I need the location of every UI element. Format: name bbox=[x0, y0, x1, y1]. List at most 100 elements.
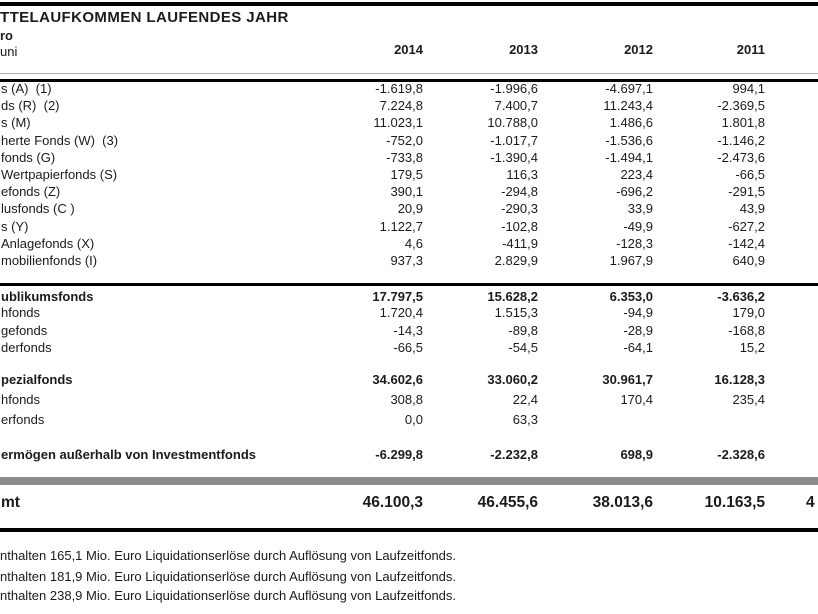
cell-2012: -1.536,6 bbox=[605, 133, 653, 148]
cell-2012: 30.961,7 bbox=[602, 372, 653, 387]
cell-2014: 937,3 bbox=[390, 253, 423, 268]
cell-2011: 994,1 bbox=[732, 81, 765, 96]
cell-2013: 7.400,7 bbox=[494, 98, 538, 113]
section-divider bbox=[0, 283, 818, 286]
table-row: hfonds 1.720,4 1.515,3 -94,9 179,0 bbox=[0, 305, 818, 321]
cell-2014: -66,5 bbox=[393, 340, 423, 355]
cell-2012: 170,4 bbox=[620, 392, 653, 407]
cell-2014: 17.797,5 bbox=[372, 289, 423, 304]
cell-2014: 1.720,4 bbox=[379, 305, 423, 320]
cell-2014: -6.299,8 bbox=[375, 447, 423, 462]
header-divider-thick bbox=[0, 79, 818, 82]
cell-2011: -1.146,2 bbox=[717, 133, 765, 148]
page-title: TTELAUFKOMMEN LAUFENDES JAHR bbox=[0, 9, 289, 26]
footnote-3: nthalten 238,9 Mio. Euro Liquidationserl… bbox=[0, 588, 457, 603]
column-header-2014: 2014 bbox=[394, 42, 423, 57]
cell-2014: 34.602,6 bbox=[372, 372, 423, 387]
row-label: s (A) (1) bbox=[1, 81, 52, 96]
row-label: hfonds bbox=[1, 392, 41, 407]
table-row: herte Fonds (W) (3) -752,0 -1.017,7 -1.5… bbox=[0, 133, 818, 149]
row-label: erfonds bbox=[1, 412, 45, 427]
cell-2011: 235,4 bbox=[732, 392, 765, 407]
cell-2013: -2.232,8 bbox=[490, 447, 538, 462]
cell-2013: 2.829,9 bbox=[494, 253, 538, 268]
table-row: erfonds 0,0 63,3 bbox=[0, 412, 818, 428]
cell-2011: 10.163,5 bbox=[704, 494, 765, 511]
cell-2013: -54,5 bbox=[508, 340, 538, 355]
cell-2013: -1.996,6 bbox=[490, 81, 538, 96]
cell-2012: -49,9 bbox=[623, 219, 653, 234]
cell-2014: 179,5 bbox=[390, 167, 423, 182]
row-label: herte Fonds (W) (3) bbox=[1, 133, 119, 148]
cell-partial-next-year: 4 bbox=[806, 494, 815, 511]
column-header-row: 2014 2013 2012 2011 bbox=[0, 42, 818, 58]
cell-2012: -64,1 bbox=[623, 340, 653, 355]
cell-2013: 15.628,2 bbox=[487, 289, 538, 304]
row-label: ds (R) (2) bbox=[1, 98, 60, 113]
column-header-2012: 2012 bbox=[624, 42, 653, 57]
cell-2011: 640,9 bbox=[732, 253, 765, 268]
cell-2013: 116,3 bbox=[506, 167, 538, 182]
cell-2014: 4,6 bbox=[404, 236, 423, 251]
row-label: mt bbox=[1, 494, 20, 511]
cell-2011: -66,5 bbox=[735, 167, 765, 182]
grand-total-row: mt 46.100,3 46.455,6 38.013,6 10.163,5 4 bbox=[0, 493, 818, 513]
cell-2012: -28,9 bbox=[623, 323, 653, 338]
cell-2012: 223,4 bbox=[620, 167, 653, 182]
cell-2011: -2.369,5 bbox=[717, 98, 765, 113]
cell-2011: 1.801,8 bbox=[721, 115, 765, 130]
row-label: gefonds bbox=[1, 323, 48, 338]
cell-2013: 33.060,2 bbox=[487, 372, 538, 387]
cell-2012: 698,9 bbox=[620, 447, 653, 462]
cell-2012: 33,9 bbox=[627, 201, 653, 216]
cell-2012: -94,9 bbox=[623, 305, 653, 320]
cell-2012: 6.353,0 bbox=[609, 289, 653, 304]
table-row: derfonds -66,5 -54,5 -64,1 15,2 bbox=[0, 340, 818, 356]
cell-2011: -142,4 bbox=[728, 236, 765, 251]
cell-2014: -14,3 bbox=[393, 323, 423, 338]
cell-2011: -627,2 bbox=[728, 219, 765, 234]
cell-2012: -128,3 bbox=[616, 236, 653, 251]
cell-2013: 10.788,0 bbox=[487, 115, 538, 130]
row-label: s (Y) bbox=[1, 219, 29, 234]
cell-2012: 1.486,6 bbox=[609, 115, 653, 130]
cell-2012: -696,2 bbox=[616, 184, 653, 199]
top-rule bbox=[0, 2, 818, 6]
row-label: Anlagefonds (X) bbox=[1, 236, 95, 251]
row-label: lusfonds (C ) bbox=[1, 201, 75, 216]
bottom-rule bbox=[0, 528, 818, 532]
row-label: hfonds bbox=[1, 305, 41, 320]
footnote-1: nthalten 165,1 Mio. Euro Liquidationserl… bbox=[0, 548, 457, 563]
table-row: s (M) 11.023,1 10.788,0 1.486,6 1.801,8 bbox=[0, 115, 818, 131]
row-label: efonds (Z) bbox=[1, 184, 61, 199]
row-label: pezialfonds bbox=[1, 372, 73, 387]
cell-2013: 46.455,6 bbox=[477, 494, 538, 511]
table-row: Wertpapierfonds (S) 179,5 116,3 223,4 -6… bbox=[0, 167, 818, 183]
cell-2013: -290,3 bbox=[501, 201, 538, 216]
row-label: derfonds bbox=[1, 340, 52, 355]
cell-2013: 22,4 bbox=[512, 392, 538, 407]
cell-2011: 16.128,3 bbox=[714, 372, 765, 387]
cell-2011: 43,9 bbox=[739, 201, 765, 216]
cell-2014: 20,9 bbox=[397, 201, 423, 216]
cell-2011: 15,2 bbox=[739, 340, 765, 355]
table-row: Anlagefonds (X) 4,6 -411,9 -128,3 -142,4 bbox=[0, 236, 818, 252]
cell-2011: -2.473,6 bbox=[717, 150, 765, 165]
cell-2011: 179,0 bbox=[732, 305, 765, 320]
table-row: lusfonds (C ) 20,9 -290,3 33,9 43,9 bbox=[0, 201, 818, 217]
table-row: mobilienfonds (I) 937,3 2.829,9 1.967,9 … bbox=[0, 253, 818, 269]
table-row: efonds (Z) 390,1 -294,8 -696,2 -291,5 bbox=[0, 184, 818, 200]
row-label: mobilienfonds (I) bbox=[1, 253, 98, 268]
cell-2014: 46.100,3 bbox=[362, 494, 423, 511]
row-label: ermögen außerhalb von Investmentfonds bbox=[1, 447, 256, 462]
cell-2014: -752,0 bbox=[386, 133, 423, 148]
section-total-row: pezialfonds 34.602,6 33.060,2 30.961,7 1… bbox=[0, 372, 818, 388]
table-row: ds (R) (2) 7.224,8 7.400,7 11.243,4 -2.3… bbox=[0, 98, 818, 114]
row-label: fonds (G) bbox=[1, 150, 56, 165]
cell-2012: -1.494,1 bbox=[605, 150, 653, 165]
cell-2014: -733,8 bbox=[386, 150, 423, 165]
row-label: s (M) bbox=[1, 115, 31, 130]
cell-2013: -89,8 bbox=[508, 323, 538, 338]
table-row: fonds (G) -733,8 -1.390,4 -1.494,1 -2.47… bbox=[0, 150, 818, 166]
